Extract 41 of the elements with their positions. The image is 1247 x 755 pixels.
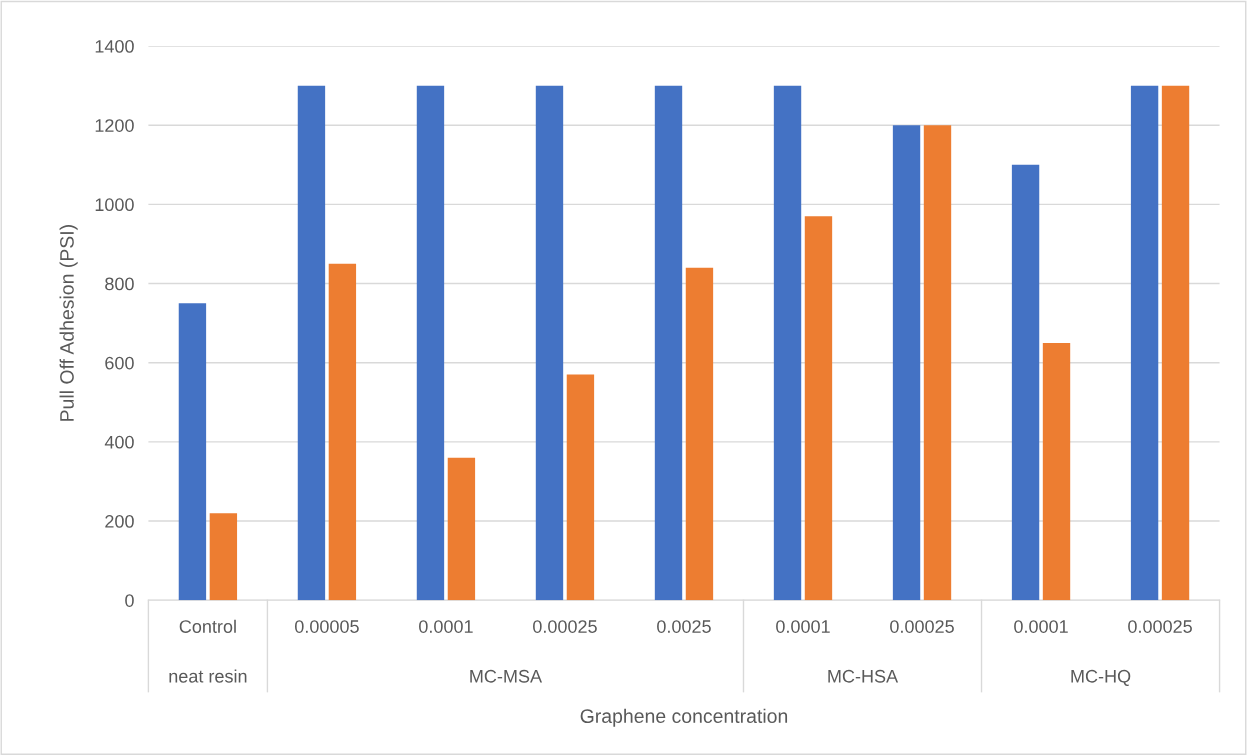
bar [892,125,921,601]
x-tick-label: 0.0001 [776,620,830,633]
bar [685,267,714,601]
text: MC-HQ [1071,669,1131,686]
text: MC-HSA [828,669,899,683]
bar [773,85,802,601]
bar [416,85,445,601]
text: MC-MSA [470,669,543,683]
bar [535,85,564,601]
y-tick-label: 800 [105,277,134,291]
x-tick-label: 0.00025 [533,620,597,633]
x-tick-label: 0.00025 [890,620,954,633]
x-tick-label: 0.0001 [1014,620,1068,633]
y-tick-label: 0 [125,594,134,607]
x-tick-label: 0.00025 [1128,620,1192,633]
y-tick-label: 1200 [95,119,134,132]
y-tick-label: 1000 [95,198,134,212]
bar [297,85,326,601]
bar [328,263,357,601]
bar [178,303,207,601]
y-tick-label: 1400 [95,39,134,53]
x-tick-label: 0.00005 [295,620,359,633]
bar [654,85,683,601]
x-tick-label: Control [179,619,236,633]
bar [1042,342,1071,601]
bar [1011,164,1040,601]
bar [1161,85,1190,601]
y-tick-label: 400 [104,435,134,449]
bar [923,125,952,601]
bar [1130,85,1159,601]
x-tick-label: 0.0025 [657,620,711,633]
bar [447,457,476,601]
y-tick-label: 600 [105,356,134,370]
bar [209,513,238,601]
y-axis-title: Pull Off Adhesion (PSI) [59,225,78,421]
y-tick-label: 200 [105,514,134,528]
bar [566,374,595,601]
x-tick-label: 0.0001 [419,620,473,633]
x-axis-title: Graphene concentration [580,708,788,727]
text: neat resin [169,669,247,683]
bar [804,216,833,601]
